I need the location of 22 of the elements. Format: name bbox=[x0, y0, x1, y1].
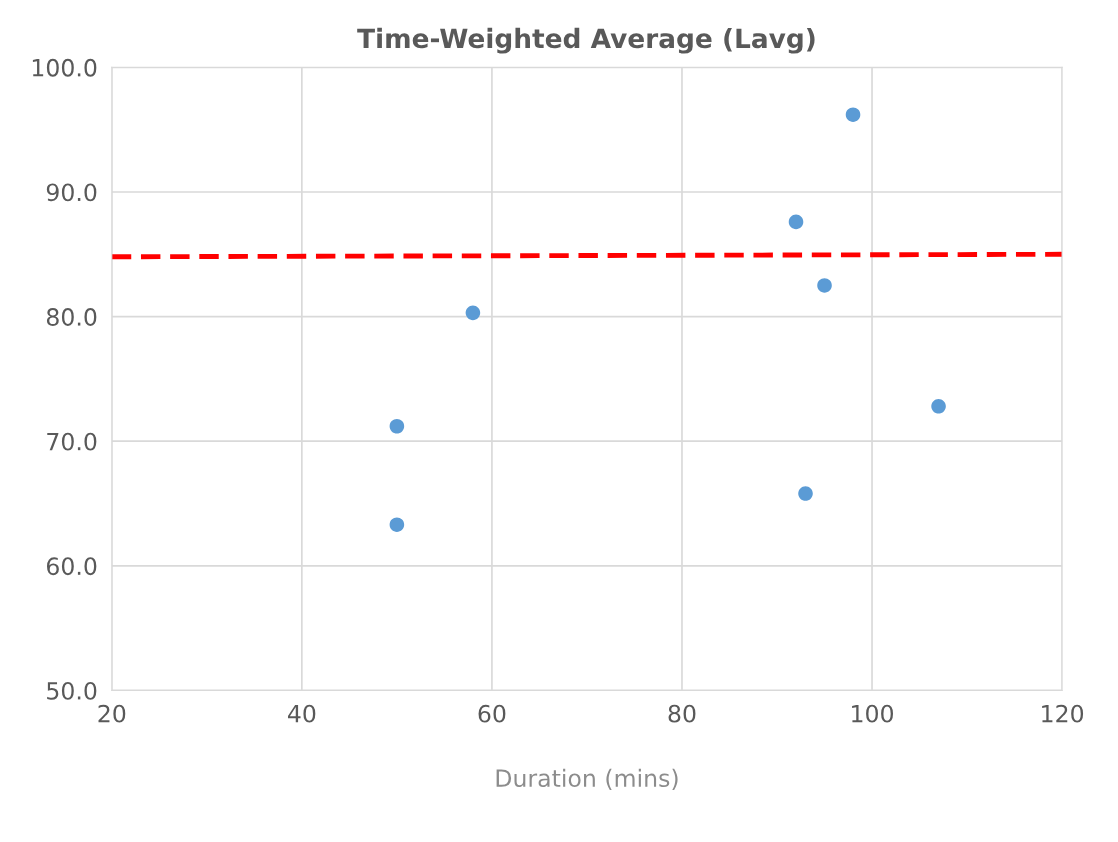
x-tick-label: 20 bbox=[98, 704, 126, 723]
point bbox=[845, 107, 861, 122]
point bbox=[817, 278, 832, 293]
point bbox=[788, 214, 804, 230]
point bbox=[798, 486, 813, 501]
x-tick-label: 100 bbox=[852, 704, 893, 723]
y-tick-label: 100.0 bbox=[32, 58, 97, 77]
y-tick-label: 50.0 bbox=[47, 681, 97, 700]
x-tick-label: 40 bbox=[287, 704, 316, 723]
point bbox=[465, 305, 481, 321]
chart-title: Time-Weighted Average (Lavg) bbox=[357, 27, 815, 54]
point bbox=[389, 517, 405, 532]
point bbox=[389, 418, 405, 434]
y-tick-label: 90.0 bbox=[46, 183, 97, 202]
x-tick-label: 80 bbox=[668, 704, 696, 723]
y-tick-label: 80.0 bbox=[46, 308, 97, 326]
x-tick-label: 60 bbox=[478, 704, 506, 723]
point bbox=[931, 399, 946, 414]
y-tick-label: 60.0 bbox=[46, 557, 97, 576]
x-axis-title: Duration (mins) bbox=[496, 768, 678, 790]
y-tick-label: 70.0 bbox=[47, 432, 97, 451]
x-tick-label: 120 bbox=[1042, 704, 1084, 723]
